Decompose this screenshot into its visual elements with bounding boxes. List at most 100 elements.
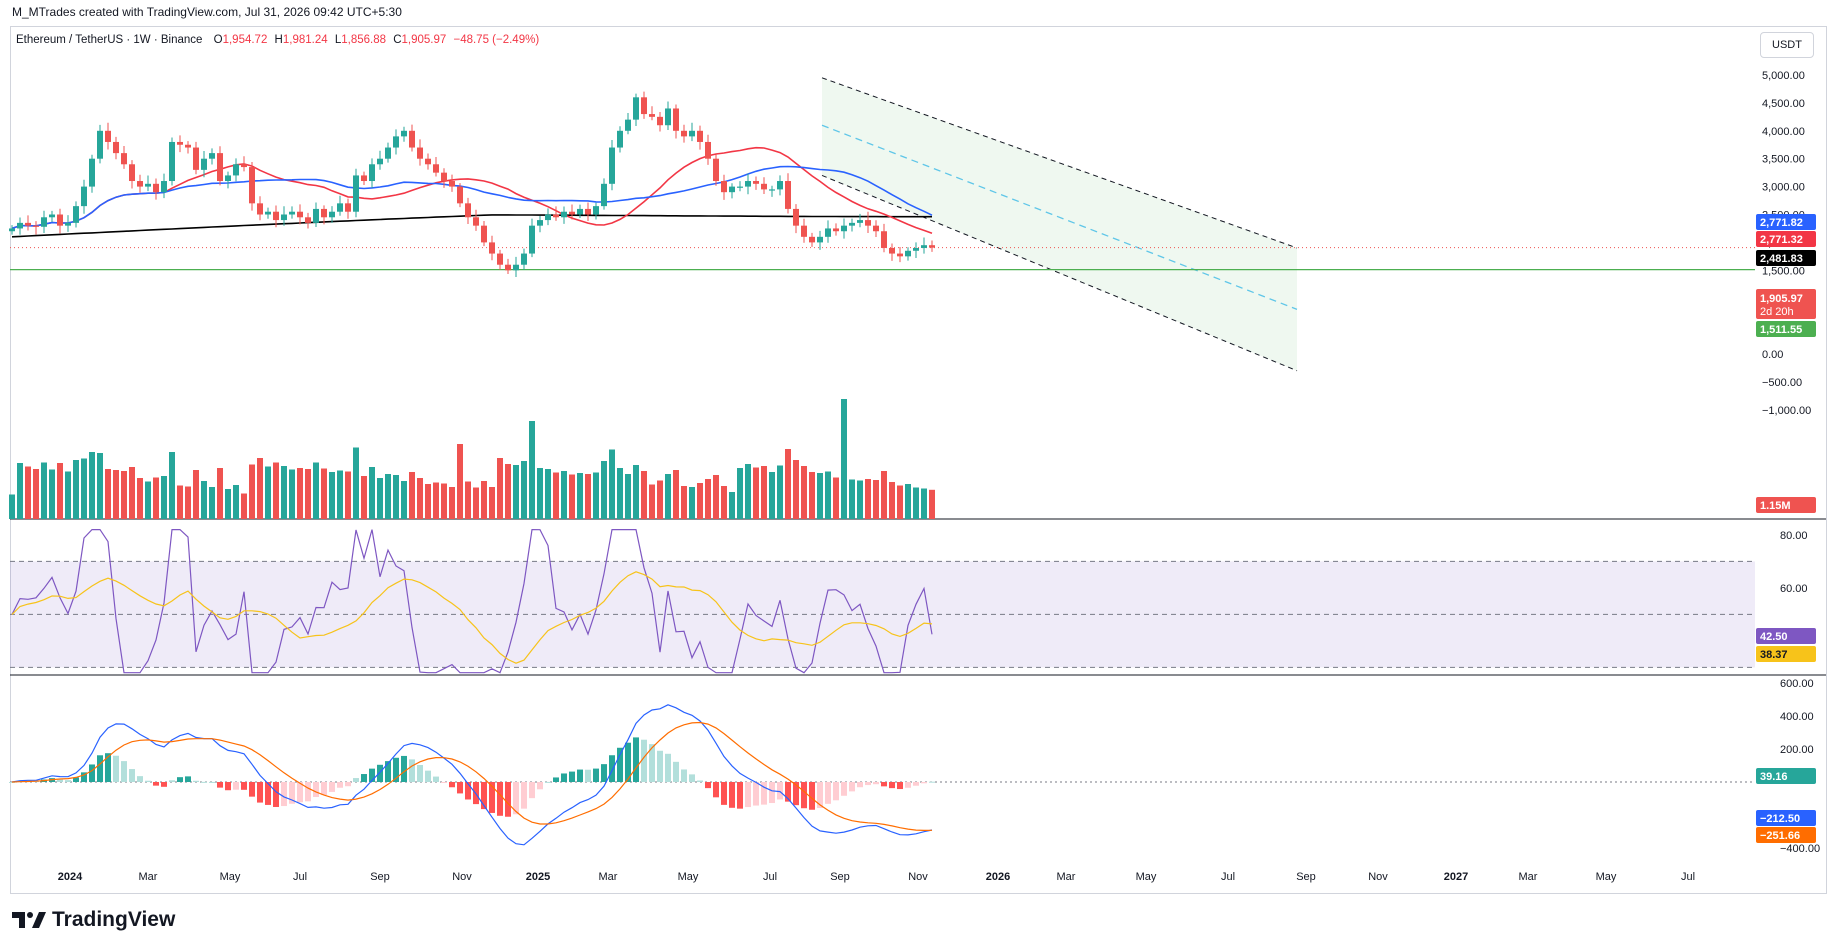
volume-bar bbox=[849, 479, 855, 519]
macd-histogram-bar bbox=[625, 742, 631, 782]
candle-body bbox=[561, 211, 567, 218]
macd-histogram-bar bbox=[913, 782, 919, 786]
candle-body bbox=[665, 108, 671, 126]
macd-histogram-bar bbox=[217, 782, 223, 788]
candle-body bbox=[153, 183, 159, 193]
badge-macd-hist-bg bbox=[1756, 768, 1816, 784]
candle-body bbox=[729, 186, 735, 193]
volume-bar bbox=[385, 474, 391, 519]
macd-histogram-bar bbox=[193, 780, 199, 782]
volume-bar bbox=[473, 487, 479, 519]
candle-body bbox=[249, 167, 255, 204]
symbol-name[interactable]: Ethereum / TetherUS · 1W · Binance bbox=[16, 34, 203, 46]
volume-bar bbox=[889, 482, 895, 519]
candles-group bbox=[9, 91, 935, 277]
macd-histogram-bar bbox=[889, 782, 895, 789]
macd-histogram-bar bbox=[753, 782, 759, 806]
macd-histogram-bar bbox=[529, 782, 535, 799]
volume-bar bbox=[353, 447, 359, 519]
volume-bar bbox=[753, 467, 759, 519]
macd-histogram-bar bbox=[617, 747, 623, 782]
macd-histogram-bar bbox=[673, 761, 679, 782]
macd-histogram-bar bbox=[137, 776, 143, 782]
volume-bar bbox=[713, 475, 719, 519]
tradingview-footer: TradingView bbox=[12, 908, 175, 932]
candle-body bbox=[9, 228, 15, 232]
volume-group bbox=[9, 399, 935, 519]
candle-body bbox=[817, 236, 823, 243]
volume-bar bbox=[497, 458, 503, 519]
macd-histogram-bar bbox=[313, 782, 319, 798]
badge-rsi: 42.50 bbox=[1760, 631, 1788, 643]
candle-body bbox=[705, 141, 711, 159]
volume-bar bbox=[25, 466, 31, 519]
volume-bar bbox=[209, 487, 215, 519]
candle-body bbox=[209, 153, 215, 159]
candle-body bbox=[913, 247, 919, 251]
macd-histogram-bar bbox=[337, 782, 343, 788]
macd-histogram-bar bbox=[297, 782, 303, 803]
macd-histogram-bar bbox=[305, 782, 311, 802]
volume-bar bbox=[305, 469, 311, 519]
volume-bar bbox=[137, 478, 143, 519]
candle-body bbox=[217, 153, 223, 182]
candle-body bbox=[385, 147, 391, 159]
candle-body bbox=[649, 114, 655, 117]
candle-body bbox=[241, 164, 247, 168]
volume-bar bbox=[697, 483, 703, 519]
volume-bar bbox=[737, 468, 743, 519]
badge-countdown: 2d 20h bbox=[1760, 306, 1794, 318]
volume-bar bbox=[617, 468, 623, 519]
volume-bar bbox=[433, 482, 439, 519]
volume-bar bbox=[249, 464, 255, 519]
macd-histogram-bar bbox=[89, 764, 95, 782]
macd-histogram-bar bbox=[265, 782, 271, 805]
volume-bar bbox=[65, 471, 71, 519]
badge-support: 1,511.55 bbox=[1760, 324, 1802, 336]
high-label: H bbox=[274, 34, 283, 46]
badge-sma-blue-bg bbox=[1756, 214, 1816, 230]
volume-bar bbox=[625, 474, 631, 519]
channel-lower-line bbox=[821, 174, 1298, 372]
volume-bar bbox=[817, 473, 823, 519]
currency-selector[interactable]: USDT bbox=[1760, 32, 1814, 58]
macd-histogram-bar bbox=[585, 769, 591, 782]
candle-body bbox=[521, 253, 527, 265]
candle-body bbox=[65, 222, 71, 226]
macd-histogram-bar bbox=[97, 755, 103, 782]
macd-histogram-bar bbox=[233, 782, 239, 790]
volume-bar bbox=[681, 486, 687, 519]
badge-sma-black-bg bbox=[1756, 250, 1816, 266]
macd-histogram-bar bbox=[665, 753, 671, 782]
badge-volume: 1.15M bbox=[1760, 500, 1791, 512]
macd-histogram-bar bbox=[9, 782, 15, 783]
macd-histogram-bar bbox=[121, 761, 127, 782]
macd-histogram-bar bbox=[601, 764, 607, 782]
volume-bar bbox=[673, 470, 679, 519]
candle-body bbox=[897, 253, 903, 257]
candle-body bbox=[713, 158, 719, 182]
volume-bar bbox=[609, 449, 615, 519]
candle-body bbox=[233, 164, 239, 176]
price-axis-tick: 3,500.00 bbox=[1762, 154, 1805, 166]
candle-body bbox=[625, 119, 631, 131]
candle-body bbox=[537, 220, 543, 226]
volume-bar bbox=[481, 481, 487, 519]
volume-bar bbox=[33, 469, 39, 519]
volume-bar bbox=[865, 479, 871, 519]
candle-body bbox=[545, 214, 551, 221]
volume-bar bbox=[825, 471, 831, 519]
candle-body bbox=[433, 164, 439, 173]
candle-body bbox=[873, 225, 879, 232]
volume-bar bbox=[121, 471, 127, 519]
candle-body bbox=[137, 181, 143, 187]
candle-body bbox=[353, 175, 359, 212]
candle-body bbox=[417, 147, 423, 159]
candle-body bbox=[881, 231, 887, 248]
macd-histogram-bar bbox=[785, 782, 791, 802]
macd-histogram-bar bbox=[209, 781, 215, 783]
rsi-axis-tick: 60.00 bbox=[1780, 583, 1808, 595]
macd-histogram-bar bbox=[521, 782, 527, 809]
macd-histogram-bar bbox=[145, 780, 151, 782]
